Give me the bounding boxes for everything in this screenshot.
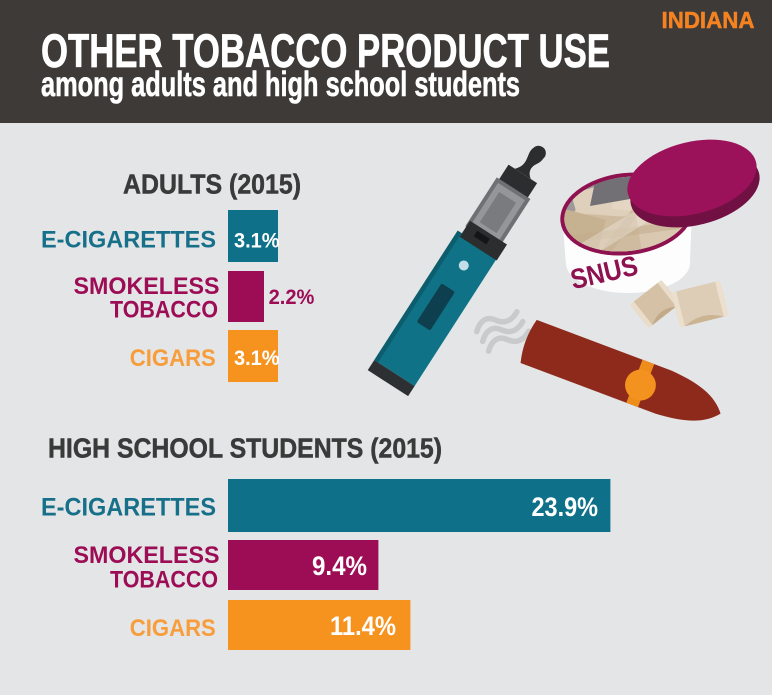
svg-text:2.2%: 2.2% <box>269 286 315 309</box>
svg-text:E-CIGARETTES: E-CIGARETTES <box>41 226 216 253</box>
svg-text:CIGARS: CIGARS <box>130 615 216 642</box>
svg-text:11.4%: 11.4% <box>330 611 396 641</box>
svg-text:INDIANA: INDIANA <box>662 7 755 33</box>
svg-text:TOBACCO: TOBACCO <box>110 567 218 594</box>
svg-text:SMOKELESS: SMOKELESS <box>74 542 220 569</box>
svg-text:among adults and high school s: among adults and high school students <box>41 65 520 104</box>
svg-text:OTHER TOBACCO PRODUCT USE: OTHER TOBACCO PRODUCT USE <box>41 25 610 78</box>
svg-text:3.1%: 3.1% <box>234 347 280 370</box>
svg-text:9.4%: 9.4% <box>312 551 367 581</box>
svg-text:CIGARS: CIGARS <box>130 345 216 372</box>
svg-text:TOBACCO: TOBACCO <box>110 297 218 324</box>
svg-text:23.9%: 23.9% <box>532 492 599 522</box>
svg-text:ADULTS (2015): ADULTS (2015) <box>123 168 301 199</box>
svg-text:E-CIGARETTES: E-CIGARETTES <box>41 493 216 521</box>
svg-text:HIGH SCHOOL STUDENTS (2015): HIGH SCHOOL STUDENTS (2015) <box>48 432 442 463</box>
svg-text:3.1%: 3.1% <box>234 229 280 252</box>
svg-text:SMOKELESS: SMOKELESS <box>74 273 220 300</box>
